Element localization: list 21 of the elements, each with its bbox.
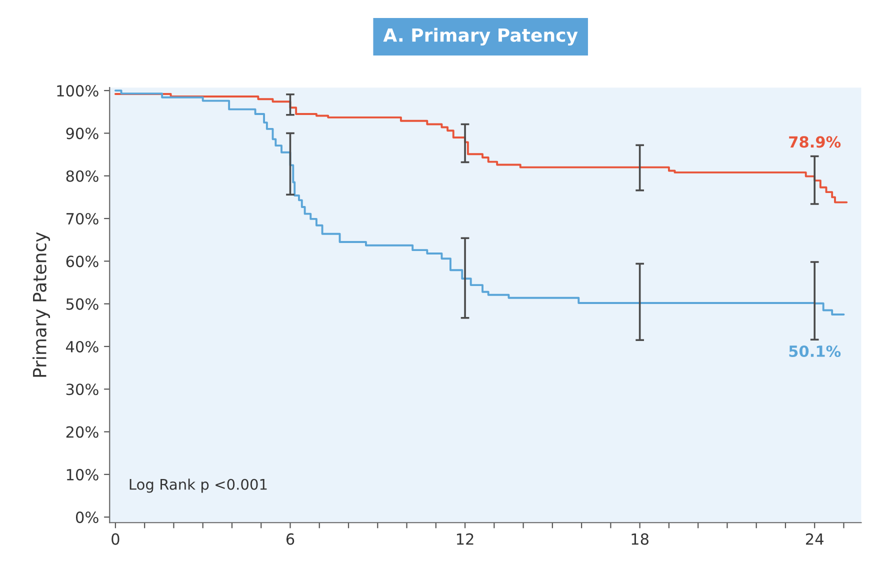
x-tick-label: 18 (632, 533, 648, 545)
y-axis-title: Primary Patency (32, 232, 50, 377)
x-tick-label: 6 (286, 533, 294, 545)
chart-title: A. Primary Patency (383, 28, 578, 46)
x-tick-label: 12 (456, 533, 474, 545)
y-tick-label: 30% (66, 384, 98, 396)
y-tick-label: 50% (66, 298, 98, 310)
y-tick-label: 90% (66, 128, 98, 140)
x-tick-label: 24 (806, 533, 824, 545)
annotation: Log Rank p <0.001 (130, 478, 267, 493)
y-tick-label: 0% (76, 512, 98, 524)
y-tick-label: 70% (66, 212, 98, 225)
y-tick-label: 60% (66, 256, 98, 268)
y-tick-label: 40% (66, 340, 98, 352)
data-label: 78.9% (789, 136, 841, 148)
y-tick-label: 20% (66, 426, 98, 438)
y-tick-label: 10% (66, 468, 98, 480)
data-label: 50.1% (789, 345, 841, 358)
y-tick-label: 100% (57, 85, 98, 97)
x-tick-label: 0 (112, 533, 120, 545)
y-tick-label: 80% (66, 170, 98, 182)
